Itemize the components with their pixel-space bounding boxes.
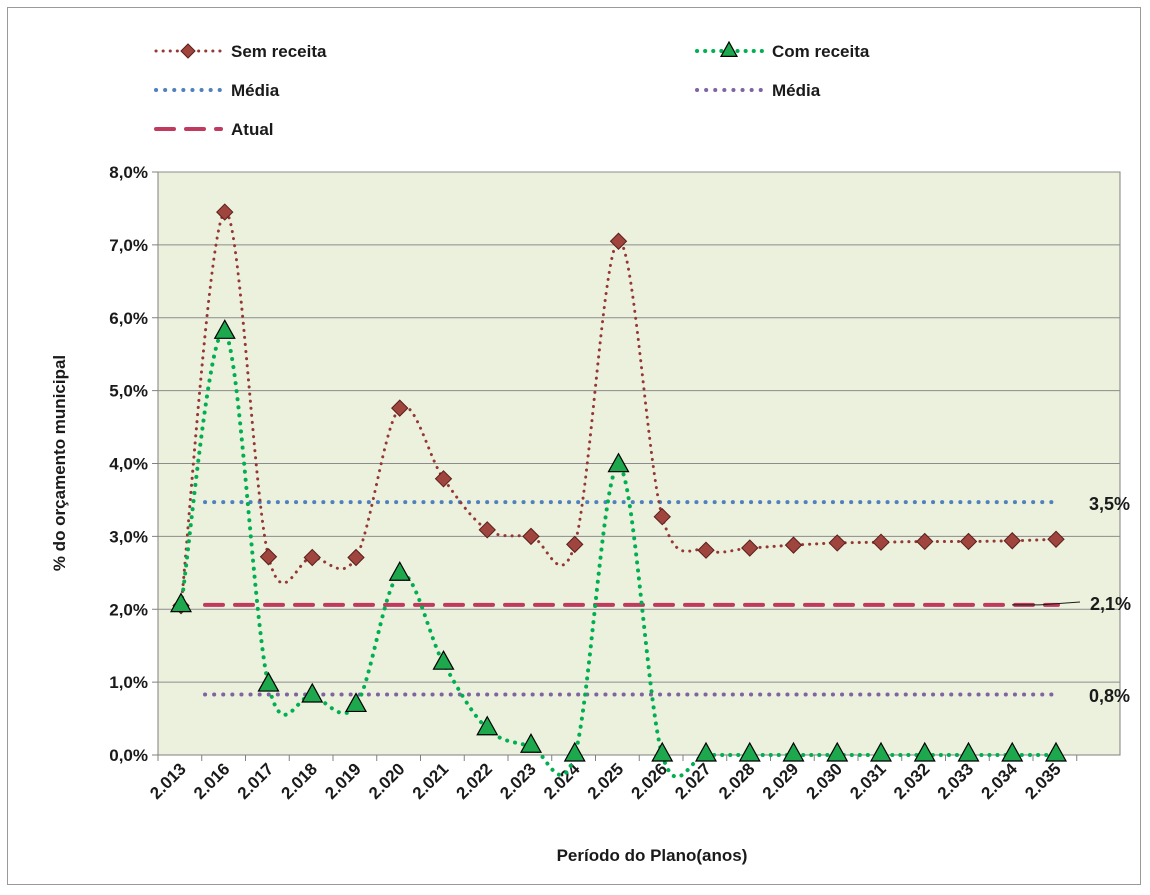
- reference-label: 2,1%: [1090, 594, 1131, 614]
- y-tick-label: 2,0%: [109, 600, 148, 619]
- x-tick-label: 2.029: [759, 759, 803, 803]
- triangle-point: [913, 741, 936, 762]
- triangle-point: [1001, 741, 1024, 762]
- triangle-point: [651, 741, 674, 762]
- y-tick-label: 7,0%: [109, 236, 148, 255]
- y-tick-label: 4,0%: [109, 455, 148, 474]
- leader-line: [1012, 601, 1081, 606]
- triangle-point: [344, 692, 368, 713]
- diamond-point: [434, 470, 453, 488]
- x-tick-label: 2.034: [978, 759, 1022, 803]
- triangle-point: [869, 741, 893, 762]
- legend-item: Sem receita: [154, 42, 327, 61]
- diamond-point: [216, 203, 234, 221]
- diamond-point: [391, 399, 409, 417]
- legend-label: Com receita: [772, 42, 870, 61]
- x-tick-label: 2.018: [278, 759, 322, 803]
- triangle-point: [607, 452, 630, 473]
- triangle-point: [213, 319, 236, 339]
- diamond-point: [478, 521, 496, 539]
- x-tick-label: 2.030: [803, 759, 847, 803]
- legend-diamond-marker: [180, 43, 196, 59]
- x-axis-ticks: 2.013 2.016 2.017 2.018 2.019 2.020 2.021 2.022…: [146, 755, 1078, 803]
- x-tick-label: 2.032: [890, 759, 934, 803]
- diamond-point: [522, 527, 540, 546]
- y-axis-ticks: 0,0% 1,0% 2,0% 3,0% 4,0% 5,0% 6,0% 7,0% 8,0%: [109, 163, 158, 765]
- triangle-point: [957, 741, 980, 762]
- legend-item: Média: [154, 81, 280, 100]
- diamond-point: [916, 532, 934, 551]
- diamond-point: [609, 232, 628, 250]
- diamond-point: [259, 548, 278, 566]
- x-tick-label: 2.035: [1021, 759, 1065, 803]
- diamond-point: [697, 541, 715, 559]
- y-tick-label: 0,0%: [109, 746, 148, 765]
- x-tick-label: 2.017: [234, 759, 278, 803]
- legend-item: Atual: [154, 120, 274, 139]
- x-tick-label: 2.028: [715, 759, 759, 803]
- triangle-point: [826, 741, 849, 762]
- triangle-point: [519, 733, 543, 753]
- x-axis-title: Período do Plano(anos): [557, 846, 748, 865]
- y-axis-title: % do orçamento municipal: [50, 355, 69, 571]
- triangle-point: [738, 741, 761, 762]
- triangle-point: [388, 561, 411, 581]
- x-tick-label: 2.024: [540, 759, 584, 803]
- grid-lines: [158, 171, 1120, 683]
- triangle-point: [476, 715, 499, 736]
- x-tick-label: 2.020: [365, 759, 409, 803]
- diamond-point: [872, 533, 890, 551]
- diamond-point: [828, 534, 846, 552]
- y-tick-label: 5,0%: [109, 382, 148, 401]
- diamond-point: [959, 532, 978, 551]
- triangle-point: [257, 671, 280, 692]
- diamond-point: [1047, 530, 1065, 548]
- legend-item: Com receita: [695, 40, 870, 61]
- x-tick-label: 2.025: [584, 759, 628, 803]
- x-tick-label: 2.021: [409, 759, 453, 803]
- y-tick-label: 8,0%: [109, 163, 148, 182]
- legend-label: Média: [772, 81, 821, 100]
- triangle-point: [563, 741, 586, 762]
- reference-label: 0,8%: [1089, 686, 1130, 706]
- legend: Sem receita Com receita Média Média Atual: [154, 40, 870, 139]
- triangle-point: [169, 592, 193, 613]
- x-tick-label: 2.031: [846, 759, 890, 803]
- legend-triangle-marker: [719, 40, 739, 58]
- legend-label: Atual: [231, 120, 274, 139]
- diamond-point: [347, 548, 365, 567]
- x-tick-label: 2.013: [146, 759, 190, 803]
- diamond-point: [741, 539, 759, 557]
- diamond-point: [784, 536, 803, 554]
- y-tick-label: 3,0%: [109, 527, 148, 546]
- diamond-point: [1003, 532, 1021, 550]
- reference-label: 3,5%: [1089, 494, 1130, 514]
- diamond-point: [303, 548, 321, 567]
- y-tick-label: 6,0%: [109, 309, 148, 328]
- y-tick-label: 1,0%: [109, 673, 148, 692]
- triangle-point: [432, 649, 455, 670]
- legend-label: Média: [231, 81, 280, 100]
- diamond-point: [653, 507, 671, 526]
- triangle-point: [694, 741, 718, 762]
- series-line: [179, 330, 1058, 779]
- x-tick-label: 2.016: [190, 759, 234, 803]
- x-tick-label: 2.033: [934, 759, 978, 803]
- x-tick-label: 2.026: [628, 759, 672, 803]
- x-tick-label: 2.019: [321, 759, 365, 803]
- triangle-point: [782, 741, 805, 762]
- triangle-point: [1044, 741, 1068, 762]
- diamond-point: [566, 535, 584, 554]
- x-tick-label: 2.022: [453, 759, 497, 803]
- x-tick-label: 2.027: [671, 759, 715, 803]
- x-tick-label: 2.023: [496, 759, 540, 803]
- reference-labels: 3,5% 0,8% 2,1%: [1012, 494, 1131, 706]
- triangle-point: [301, 682, 324, 703]
- reference-lines: [203, 500, 1060, 697]
- legend-label: Sem receita: [231, 42, 327, 61]
- series-markers: [169, 203, 1068, 762]
- legend-item: Média: [695, 81, 821, 100]
